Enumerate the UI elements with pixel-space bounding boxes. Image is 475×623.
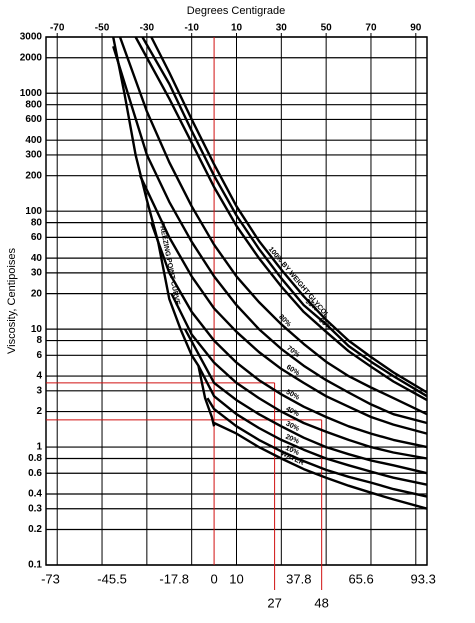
y-tick-label: 80 xyxy=(31,217,43,228)
bottom-label: 65.6 xyxy=(348,571,373,586)
bottom-label: 0 xyxy=(210,571,217,586)
x-tick-label: -50 xyxy=(95,23,110,34)
y-tick-label: 10 xyxy=(31,324,43,335)
curve xyxy=(139,175,428,435)
curve xyxy=(150,36,428,394)
y-tick-label: 4 xyxy=(36,371,42,382)
y-tick-label: 0.1 xyxy=(28,560,42,571)
curve xyxy=(150,222,428,449)
y-tick-label: 6 xyxy=(36,350,42,361)
curve xyxy=(134,36,428,402)
bottom-label: 10 xyxy=(229,571,243,586)
curve xyxy=(112,36,216,427)
x-tick-label: -70 xyxy=(50,23,65,34)
y-tick-label: 600 xyxy=(25,114,42,125)
curve xyxy=(213,421,428,510)
y-tick-label: 0.3 xyxy=(28,503,42,514)
y-axis-label: Viscosity, Centipoises xyxy=(6,248,18,354)
y-tick-label: 40 xyxy=(31,253,43,264)
curve xyxy=(170,293,428,460)
y-tick-label: 3000 xyxy=(20,32,43,43)
y-tick-label: 8 xyxy=(36,335,42,346)
x-tick-label: 50 xyxy=(321,23,333,34)
y-tick-label: 3 xyxy=(36,385,42,396)
bottom-label: -73 xyxy=(41,571,60,586)
x-tick-label: -10 xyxy=(184,23,199,34)
bottom-label: -45.5 xyxy=(97,571,127,586)
curve xyxy=(197,365,428,486)
reference-label: 27 xyxy=(267,595,281,610)
bottom-label: -17.8 xyxy=(159,571,189,586)
y-tick-label: 0.2 xyxy=(28,524,42,535)
curve xyxy=(118,36,428,416)
curve xyxy=(183,328,428,475)
y-tick-label: 1 xyxy=(36,442,42,453)
curve xyxy=(141,36,428,398)
x-tick-label: 90 xyxy=(410,23,422,34)
y-tick-label: 200 xyxy=(25,170,42,181)
y-tick-label: 100 xyxy=(25,206,42,217)
y-tick-label: 400 xyxy=(25,135,42,146)
x-tick-label: 30 xyxy=(276,23,288,34)
reference-label: 48 xyxy=(314,595,328,610)
y-tick-label: 30 xyxy=(31,268,43,279)
x-tick-label: 10 xyxy=(231,23,243,34)
x-tick-label: -30 xyxy=(140,23,155,34)
y-tick-label: 60 xyxy=(31,232,43,243)
y-tick-label: 0.8 xyxy=(28,453,42,464)
curve-label: 100% BY WEIGHT GLYCOL xyxy=(267,246,331,320)
x-tick-label: 70 xyxy=(365,23,377,34)
bottom-label: 37.8 xyxy=(286,571,311,586)
curve xyxy=(206,397,428,498)
y-tick-label: 0.4 xyxy=(28,489,42,500)
bottom-label: 93.3 xyxy=(411,571,436,586)
y-tick-label: 800 xyxy=(25,99,42,110)
y-tick-label: 300 xyxy=(25,150,42,161)
curve xyxy=(112,45,428,425)
y-tick-label: 2000 xyxy=(20,52,43,63)
y-tick-label: 2 xyxy=(36,406,42,417)
y-tick-label: 1000 xyxy=(20,88,43,99)
chart-title: Degrees Centigrade xyxy=(187,5,285,17)
y-tick-label: 20 xyxy=(31,288,43,299)
y-tick-label: 0.6 xyxy=(28,468,42,479)
